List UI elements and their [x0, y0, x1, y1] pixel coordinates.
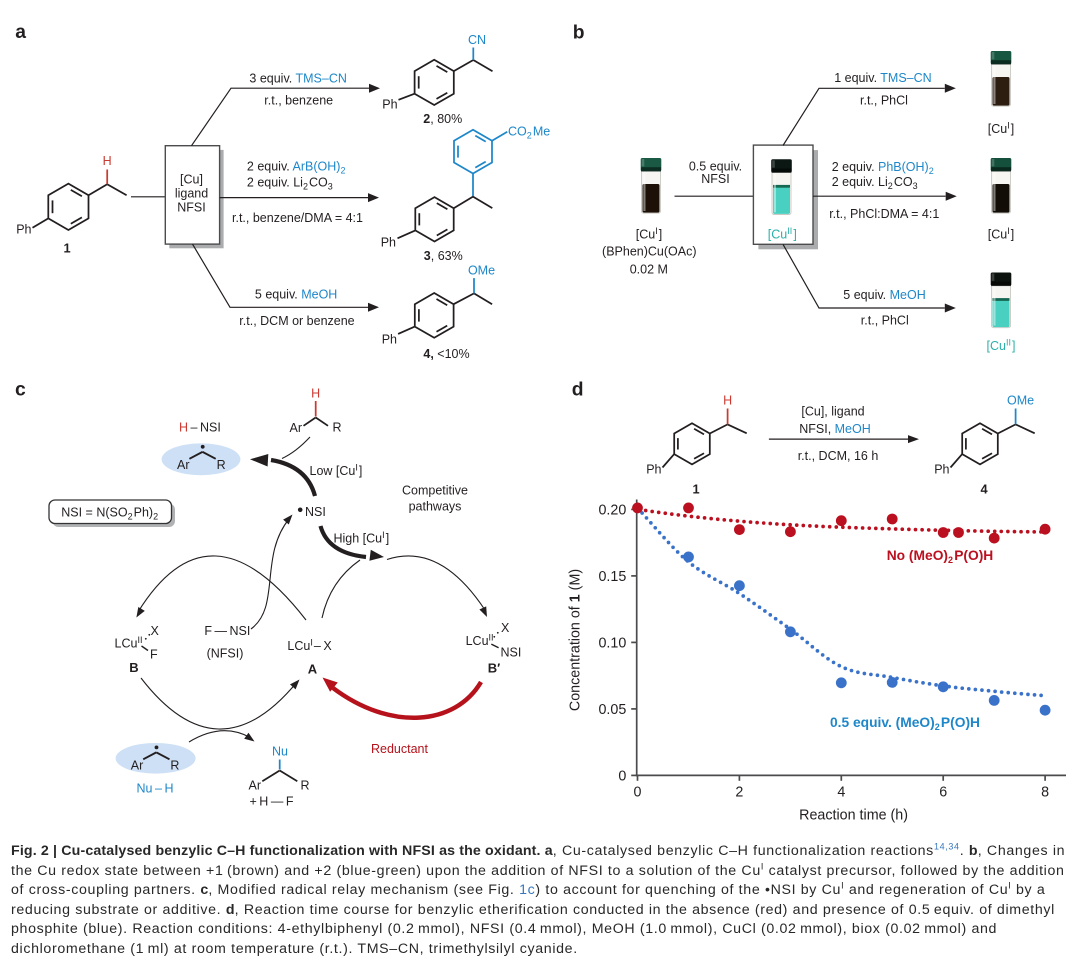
svg-text:0: 0 — [634, 785, 642, 801]
svg-text:ligand: ligand — [175, 187, 208, 201]
svg-text:1: 1 — [692, 482, 699, 497]
svg-text:X: X — [501, 621, 510, 635]
svg-text:+ H — F: + H — F — [250, 795, 294, 809]
svg-text:Ph: Ph — [16, 222, 31, 236]
svg-text:r.t., PhCl: r.t., PhCl — [861, 314, 909, 328]
svg-text:0.20: 0.20 — [598, 503, 626, 519]
svg-text:CO2 Me: CO2 Me — [508, 125, 550, 141]
svg-text:[CuI ]: [CuI ] — [988, 226, 1015, 242]
svg-text:8: 8 — [1041, 785, 1049, 801]
svg-text:6: 6 — [939, 785, 947, 801]
svg-text:5 equiv. MeOH: 5 equiv. MeOH — [255, 287, 337, 301]
svg-text:[Cu], ligand: [Cu], ligand — [801, 405, 864, 419]
svg-text:r.t., DCM or benzene: r.t., DCM or benzene — [239, 314, 354, 328]
svg-text:0.5 equiv.: 0.5 equiv. — [689, 160, 742, 174]
svg-text:[CuI ]: [CuI ] — [988, 121, 1015, 137]
svg-text:1 equiv. TMS–CN: 1 equiv. TMS–CN — [834, 71, 932, 85]
svg-text:OMe: OMe — [1007, 394, 1034, 408]
svg-text:NFSI: NFSI — [701, 172, 729, 186]
svg-text:Ph: Ph — [382, 98, 397, 112]
svg-text:A: A — [308, 662, 318, 677]
svg-text:NSI: NSI — [305, 505, 326, 519]
svg-text:Ph: Ph — [646, 463, 661, 477]
svg-text:[CuII ]: [CuII ] — [768, 226, 797, 242]
svg-text:r.t., PhCl: r.t., PhCl — [860, 94, 908, 108]
svg-text:H – NSI: H – NSI — [179, 421, 221, 435]
svg-text:2 equiv. PhB(OH)2: 2 equiv. PhB(OH)2 — [832, 160, 935, 176]
svg-text:NFSI: NFSI — [177, 201, 205, 215]
svg-text:Ph: Ph — [382, 333, 397, 347]
svg-text:Ar: Ar — [177, 458, 190, 472]
svg-text:d: d — [572, 380, 584, 401]
svg-text:LCuI – X: LCuI – X — [287, 638, 332, 654]
svg-text:r.t., benzene/DMA = 4:1: r.t., benzene/DMA = 4:1 — [232, 211, 363, 225]
svg-text:H: H — [311, 387, 320, 401]
svg-text:R: R — [170, 759, 179, 773]
svg-text:4: 4 — [980, 482, 988, 497]
svg-text:r.t., benzene: r.t., benzene — [264, 94, 333, 108]
svg-text:Reductant: Reductant — [371, 742, 429, 756]
svg-text:c: c — [15, 380, 26, 401]
svg-text:NFSI, MeOH: NFSI, MeOH — [799, 422, 871, 436]
svg-text:R: R — [217, 458, 226, 472]
svg-text:Ph: Ph — [381, 236, 396, 250]
svg-text:Reaction time (h): Reaction time (h) — [799, 807, 908, 823]
svg-text:R: R — [301, 779, 310, 793]
svg-text:3 equiv. TMS–CN: 3 equiv. TMS–CN — [249, 71, 347, 85]
svg-text:Nu – H: Nu – H — [137, 782, 174, 796]
svg-text:2, 80%: 2, 80% — [423, 112, 462, 126]
svg-text:No (MeO)2 P(O)H: No (MeO)2 P(O)H — [887, 548, 994, 565]
svg-text:1: 1 — [63, 241, 70, 256]
svg-text:H: H — [723, 394, 732, 408]
svg-text:B′: B′ — [488, 661, 501, 676]
svg-text:0.10: 0.10 — [598, 636, 626, 652]
svg-text:0: 0 — [618, 769, 626, 785]
svg-text:0.5 equiv. (MeO)2 P(O)H: 0.5 equiv. (MeO)2 P(O)H — [830, 715, 980, 732]
svg-text:X: X — [151, 624, 160, 638]
svg-text:B: B — [129, 660, 138, 675]
svg-text:Ph: Ph — [934, 463, 949, 477]
svg-text:Ar: Ar — [131, 759, 144, 773]
svg-text:LCuII: LCuII — [115, 635, 144, 651]
svg-text:LCuII: LCuII — [466, 633, 495, 649]
svg-text:Ar: Ar — [249, 779, 262, 793]
svg-text:NSI = N(SO2 Ph)2: NSI = N(SO2 Ph)2 — [61, 506, 159, 522]
svg-text:Concentration of 1 (M): Concentration of 1 (M) — [568, 569, 584, 711]
svg-text:0.05: 0.05 — [598, 702, 626, 718]
svg-text:0.02 M: 0.02 M — [630, 262, 668, 276]
svg-text:[CuII ]: [CuII ] — [987, 337, 1016, 353]
svg-text:Nu: Nu — [272, 745, 288, 759]
svg-text:0.15: 0.15 — [598, 569, 626, 585]
svg-text:4: 4 — [837, 785, 845, 801]
svg-text:F: F — [150, 648, 158, 662]
svg-text:(NFSI): (NFSI) — [207, 647, 244, 661]
svg-text:a: a — [15, 22, 26, 43]
svg-text:[Cu]: [Cu] — [180, 173, 203, 187]
svg-text:High [CuI ]: High [CuI ] — [334, 530, 390, 546]
svg-text:2: 2 — [735, 785, 743, 801]
svg-text:2 equiv. Li2 CO3: 2 equiv. Li2 CO3 — [247, 176, 334, 192]
svg-text:2 equiv. Li2 CO3: 2 equiv. Li2 CO3 — [832, 175, 919, 191]
svg-text:CN: CN — [468, 33, 486, 47]
svg-text:Low [CuI ]: Low [CuI ] — [310, 463, 363, 479]
svg-text:[CuI ]: [CuI ] — [636, 226, 663, 242]
svg-text:NSI: NSI — [501, 645, 522, 659]
svg-text:(BPhen)Cu(OAc): (BPhen)Cu(OAc) — [602, 245, 696, 259]
svg-text:b: b — [573, 22, 585, 43]
svg-text:R: R — [333, 421, 342, 435]
svg-text:r.t., PhCl:DMA = 4:1: r.t., PhCl:DMA = 4:1 — [829, 207, 939, 221]
svg-text:3, 63%: 3, 63% — [424, 249, 463, 263]
svg-text:F — NSI: F — NSI — [204, 624, 250, 638]
svg-text:Ar: Ar — [290, 421, 303, 435]
svg-text:2 equiv. ArB(OH)2: 2 equiv. ArB(OH)2 — [247, 160, 347, 176]
svg-text:Competitive: Competitive — [402, 483, 468, 497]
svg-text:OMe: OMe — [468, 264, 495, 278]
svg-text:H: H — [103, 154, 112, 168]
svg-text:r.t., DCM, 16 h: r.t., DCM, 16 h — [798, 449, 879, 463]
svg-text:4, <10%: 4, <10% — [423, 347, 469, 361]
svg-text:pathways: pathways — [409, 500, 462, 514]
svg-text:5 equiv. MeOH: 5 equiv. MeOH — [843, 288, 925, 302]
